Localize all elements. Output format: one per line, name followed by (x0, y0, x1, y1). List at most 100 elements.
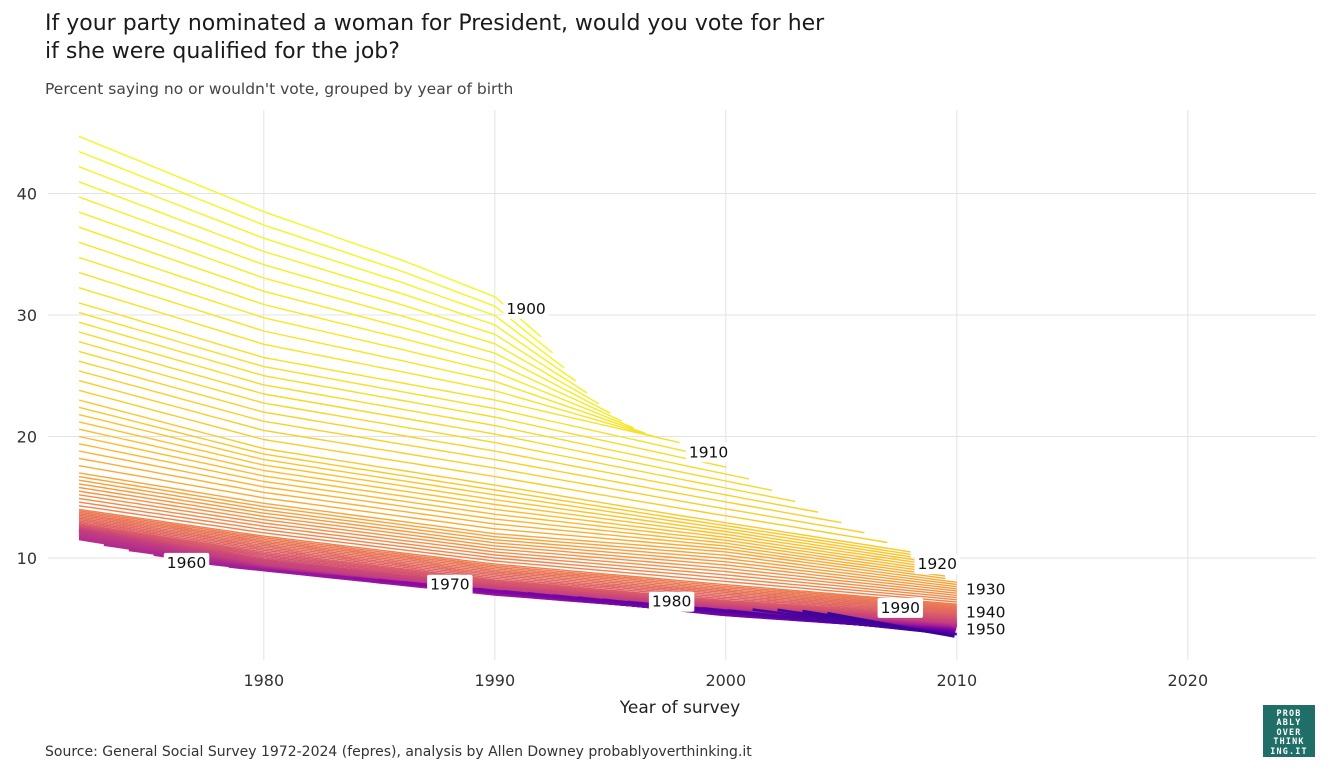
x-tick-label: 1980 (243, 671, 284, 690)
cohort-label-1980: 1980 (652, 593, 691, 611)
cohort-label-bg (963, 619, 1009, 640)
cohort-line-1928 (78, 457, 946, 577)
cohort-label-bg (963, 602, 1009, 623)
y-tick-label: 20 (17, 428, 37, 447)
cohort-line-1947 (78, 518, 957, 613)
cohort-line-1944 (78, 514, 957, 610)
cohort-line-1921 (78, 406, 911, 556)
cohort-label-1940: 1940 (966, 604, 1005, 622)
cohort-line-1910 (78, 302, 680, 444)
cohort-line-1905 (78, 226, 611, 414)
chart-subtitle: Percent saying no or wouldn't vote, grou… (45, 80, 514, 98)
cohort-label-1970: 1970 (430, 576, 469, 594)
logo-line: OVER (1276, 726, 1302, 737)
x-tick-label: 2000 (705, 671, 746, 690)
chart-title: If your party nominated a woman for Pres… (45, 10, 945, 66)
cohort-line-1953 (78, 525, 957, 619)
y-tick-label: 40 (17, 185, 37, 204)
logo-line: THINK (1273, 736, 1305, 747)
cohort-label-1950: 1950 (966, 621, 1005, 639)
cohort-line-1900 (78, 150, 553, 354)
cohort-line-1907 (78, 256, 634, 429)
chart-title-line-2: if she were qualified for the job? (45, 39, 400, 64)
cohort-line-1950 (78, 523, 957, 616)
cohort-line-1924 (78, 428, 923, 564)
cohort-label-1930: 1930 (966, 581, 1005, 599)
logo-line: PROB (1276, 708, 1302, 718)
cohort-line-1943 (78, 513, 957, 609)
cohort-line-1929 (78, 465, 946, 580)
cohort-line-1930 (78, 472, 957, 583)
chart-title-line-1: If your party nominated a woman for Pres… (45, 11, 825, 36)
x-axis-title: Year of survey (619, 698, 740, 718)
cohort-line-1951 (78, 524, 957, 617)
cohort-label-1910: 1910 (689, 443, 728, 461)
x-tick-label: 2020 (1167, 671, 1208, 690)
cohort-line-1939 (78, 505, 957, 603)
cohort-label-bg (503, 298, 549, 319)
cohort-line-1949 (78, 521, 957, 615)
cohort-line-1937 (78, 497, 957, 599)
cohort-line-1941 (78, 510, 957, 606)
cohort-line-1913 (78, 331, 750, 480)
cohort-label-bg (877, 597, 924, 618)
cohort-line-1915 (78, 350, 796, 503)
cohort-line-1916 (78, 360, 819, 513)
cohort-line-1935 (78, 490, 957, 594)
cohort-line-1914 (78, 341, 773, 491)
cohort-label-bg (427, 574, 473, 595)
cohort-line-1923 (78, 421, 923, 562)
cohort-line-1911 (78, 311, 703, 456)
x-tick-label: 2010 (936, 671, 977, 690)
cohort-line-1902 (78, 181, 577, 382)
cohort-line-1925 (78, 435, 934, 569)
cohort-line-1945 (78, 516, 957, 611)
cohort-label-bg (685, 442, 732, 463)
logo-line: ING.IT (1270, 745, 1308, 756)
cohort-label-bg (163, 552, 210, 573)
series-lines (78, 135, 957, 638)
cohort-line-1994 (827, 611, 955, 638)
cohort-label-bg (963, 579, 1009, 600)
cohort-line-1946 (78, 517, 957, 612)
cohort-line-1938 (78, 501, 957, 601)
cohort-line-1906 (78, 241, 623, 422)
probably-overthinking-it-logo: PROB ABLY OVER THINK ING.IT (1263, 705, 1315, 757)
cohort-line-1948 (78, 520, 957, 614)
cohort-label-1990: 1990 (881, 599, 920, 617)
cohort-line-1903 (78, 196, 588, 394)
cohort-line-1940 (78, 508, 957, 605)
cohort-line-1919 (78, 389, 888, 544)
cohort-line-1922 (78, 413, 911, 558)
cohort-line-1927 (78, 450, 934, 573)
cohort-line-1909 (78, 287, 657, 438)
cohort-line-1931 (78, 475, 957, 586)
cohort-line-1912 (78, 321, 726, 468)
cohort-line-1926 (78, 443, 934, 571)
cohort-label-1900: 1900 (506, 300, 545, 318)
logo-line: ABLY (1276, 717, 1302, 728)
cohort-line-1936 (78, 494, 957, 597)
cohort-line-1899 (78, 135, 542, 338)
cohort-line-1908 (78, 271, 646, 434)
cohort-line-1901 (78, 166, 565, 369)
x-tick-label: 1990 (474, 671, 515, 690)
cohort-line-1933 (78, 483, 957, 590)
cohort-line-1917 (78, 370, 842, 524)
cohort-line-1932 (78, 479, 957, 588)
cohort-line-1904 (78, 211, 600, 405)
cohort-line-1934 (78, 486, 957, 592)
cohort-line-1954 (78, 526, 957, 620)
cohort-line-1952 (78, 524, 957, 618)
axis-ticks: 1980 1990 2000 2010 2020 10 20 30 40 (17, 185, 1209, 691)
source-note: Source: General Social Survey 1972-2024 … (45, 744, 752, 760)
cohort-label-bg (648, 591, 695, 612)
cohort-label-1920: 1920 (918, 555, 957, 573)
cohort-label-bg (914, 554, 960, 575)
cohort-label-1960: 1960 (167, 554, 206, 572)
y-tick-label: 30 (17, 306, 37, 325)
cohort-line-1918 (78, 379, 865, 534)
y-tick-label: 10 (17, 549, 37, 568)
